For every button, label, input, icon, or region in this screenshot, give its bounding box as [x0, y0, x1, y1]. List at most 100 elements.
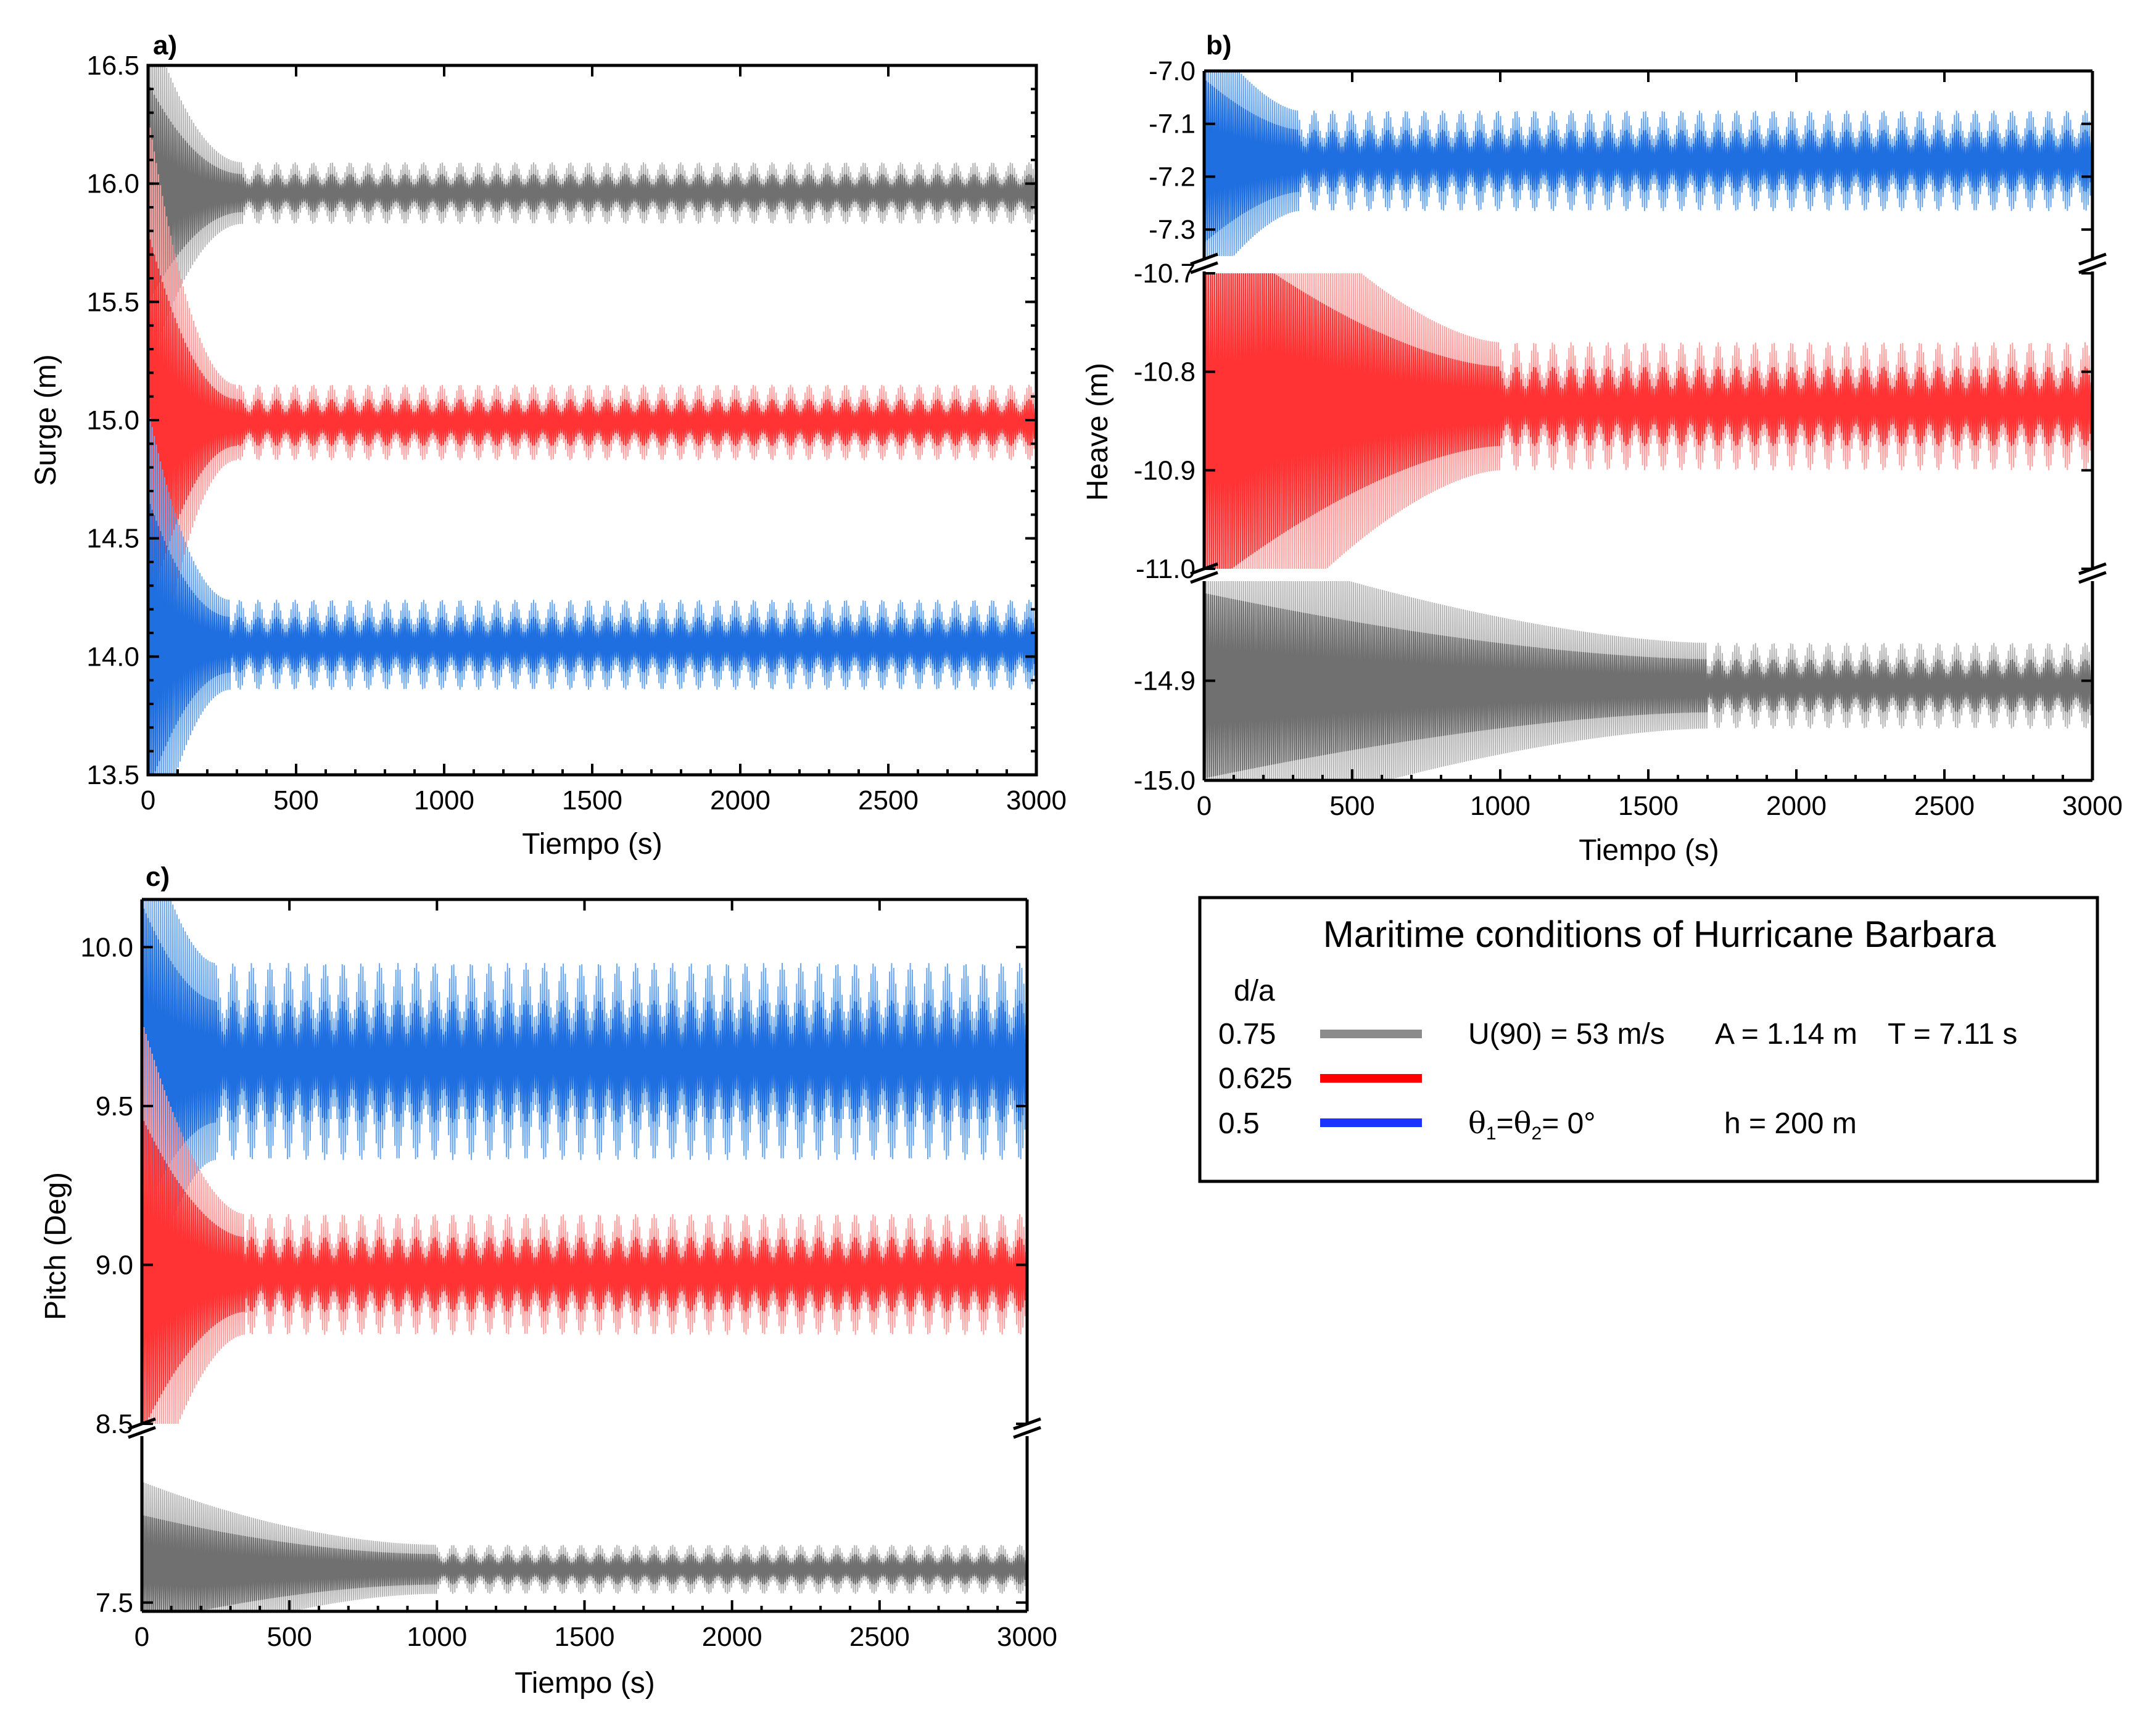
axis-break-mark — [2078, 571, 2107, 584]
panel-c-segment-1 — [142, 1481, 1027, 1611]
y-tick-label: 13.5 — [86, 760, 139, 790]
y-tick-label: -7.1 — [1149, 109, 1196, 139]
series-core — [1204, 593, 2092, 779]
panel-b-heave: b) Heave (m) Tiempo (s) -7.0 -7.1 -7.2 -7.3… — [1081, 30, 2123, 867]
panel-b-break-gap — [1202, 570, 1207, 581]
series-0625-line — [142, 1020, 1027, 1424]
y-tick-label: -7.0 — [1149, 56, 1196, 86]
y-tick-label: 16.5 — [86, 51, 139, 81]
legend-wave-amplitude: A = 1.14 m — [1715, 1018, 1857, 1051]
x-tick-label: 2500 — [849, 1622, 910, 1652]
panel-b-break-gap — [2090, 260, 2095, 271]
axis-break-mark — [128, 1426, 156, 1439]
axis-break-mark — [1013, 1426, 1041, 1439]
y-tick-label: 16.0 — [86, 169, 139, 199]
series-0625-line — [1204, 273, 2092, 569]
panel-b-ylabel: Heave (m) — [1081, 363, 1114, 501]
legend-wave-period: T = 7.11 s — [1888, 1018, 2017, 1051]
legend-wind-speed: U(90) = 53 m/s — [1468, 1018, 1665, 1051]
series-075-line — [148, 65, 1036, 368]
axis-break-mark — [1190, 571, 1218, 584]
axis-break-mark — [2078, 252, 2107, 266]
x-tick-label: 3000 — [997, 1622, 1057, 1652]
series-075-line — [142, 1481, 1027, 1611]
axis-break-mark — [1190, 252, 1218, 266]
axis-break-mark — [2078, 261, 2107, 275]
series-core — [148, 231, 1036, 609]
x-tick-label: 0 — [134, 1622, 149, 1652]
panel-a-xlabel: Tiempo (s) — [522, 828, 663, 861]
x-tick-label: 3000 — [1006, 785, 1067, 816]
panel-c-ticks: 8.5 9.0 9.5 10.0 7.50 500 1000 1500 2000 2500 3000 — [80, 899, 1057, 1652]
panel-c-break-gap — [1025, 1425, 1030, 1436]
x-tick-label: 2000 — [702, 1622, 762, 1652]
panel-b-ticks: -7.0 -7.1 -7.2 -7.3 -10.7 -10.8 -10.9 -11.0 -14.… — [1134, 56, 2123, 821]
legend-water-depth: h = 200 m — [1724, 1107, 1857, 1140]
series-core — [148, 498, 1036, 775]
panel-b-plot-area — [1204, 71, 2092, 780]
axis-break-mark — [1190, 261, 1218, 275]
x-tick-label: 1500 — [1618, 791, 1679, 821]
legend-title: Maritime conditions of Hurricane Barbara — [1323, 914, 1996, 955]
x-tick-label: 1000 — [1470, 791, 1530, 821]
panel-c-ylabel: Pitch (Deg) — [39, 1172, 72, 1320]
panel-a-ticks: 0 500 1000 1500 2000 2500 3000 13.5 14.0 14.5 15.0… — [86, 51, 1067, 816]
y-tick-label: -15.0 — [1134, 766, 1196, 796]
panel-c-letter: c) — [146, 862, 170, 892]
x-tick-label: 0 — [141, 785, 155, 816]
panel-a-surge: a) Surge (m) Tiempo (s) 0 500 1000 1500 2000… — [30, 30, 1067, 861]
panel-b-break-gap — [2090, 570, 2095, 581]
panel-b-segment-0 — [1204, 71, 2092, 256]
y-tick-label: -10.9 — [1134, 455, 1196, 485]
y-tick-label: -10.8 — [1134, 357, 1196, 387]
series-core — [142, 1514, 1027, 1611]
series-05-line — [1204, 71, 2092, 256]
x-tick-label: 500 — [1329, 791, 1374, 821]
legend-entry-label: 0.75 — [1218, 1018, 1276, 1051]
panel-a-ylabel: Surge (m) — [30, 354, 62, 485]
series-core — [142, 1117, 1027, 1424]
x-tick-label: 1000 — [414, 785, 474, 816]
y-tick-label: 7.5 — [96, 1588, 133, 1618]
panel-b-letter: b) — [1206, 30, 1232, 60]
y-tick-label: -7.3 — [1149, 215, 1196, 245]
x-tick-label: 2500 — [1914, 791, 1975, 821]
panel-c-pitch: c) Pitch (Deg) Tiempo (s) 8.5 9.0 9.5 10.0 7… — [39, 862, 1057, 1700]
legend-entry-label: 0.625 — [1218, 1062, 1292, 1095]
x-tick-label: 500 — [266, 1622, 312, 1652]
y-tick-label: 15.0 — [86, 405, 139, 436]
x-tick-label: 1500 — [555, 1622, 615, 1652]
series-0625-line — [148, 115, 1036, 724]
x-tick-label: 1500 — [562, 785, 622, 816]
x-tick-label: 2000 — [710, 785, 770, 816]
y-tick-label: -10.7 — [1134, 258, 1196, 289]
series-075-line — [1204, 581, 2092, 780]
panel-c-plot-area — [142, 899, 1027, 1611]
panel-b-segment-2 — [1204, 581, 2092, 780]
y-tick-label: 10.0 — [80, 932, 133, 962]
legend-header: d/a — [1234, 975, 1275, 1007]
x-tick-label: 2000 — [1766, 791, 1827, 821]
panel-b-break-gap — [1202, 260, 1207, 271]
y-tick-label: 9.5 — [96, 1091, 133, 1122]
panel-a-letter: a) — [153, 30, 177, 60]
panel-a-plot-area — [148, 65, 1036, 775]
panel-c-segment-0 — [142, 899, 1027, 1424]
y-tick-label: -14.9 — [1134, 666, 1196, 696]
x-tick-label: 500 — [273, 785, 318, 816]
panel-a-series — [148, 65, 1036, 775]
y-tick-label: 14.5 — [86, 524, 139, 554]
x-tick-label: 2500 — [858, 785, 919, 816]
panel-c-xlabel: Tiempo (s) — [514, 1667, 655, 1700]
y-tick-label: 15.5 — [86, 287, 139, 317]
x-tick-label: 3000 — [2062, 791, 2123, 821]
panel-b-segment-1 — [1204, 273, 2092, 569]
series-05-line — [148, 408, 1036, 775]
y-tick-label: 14.0 — [86, 642, 139, 672]
y-tick-label: 8.5 — [96, 1409, 133, 1439]
series-core — [1204, 78, 2092, 242]
panel-b-xlabel: Tiempo (s) — [1579, 834, 1719, 867]
legend: Maritime conditions of Hurricane Barbara… — [1198, 896, 2099, 1183]
series-05-line — [142, 899, 1027, 1312]
